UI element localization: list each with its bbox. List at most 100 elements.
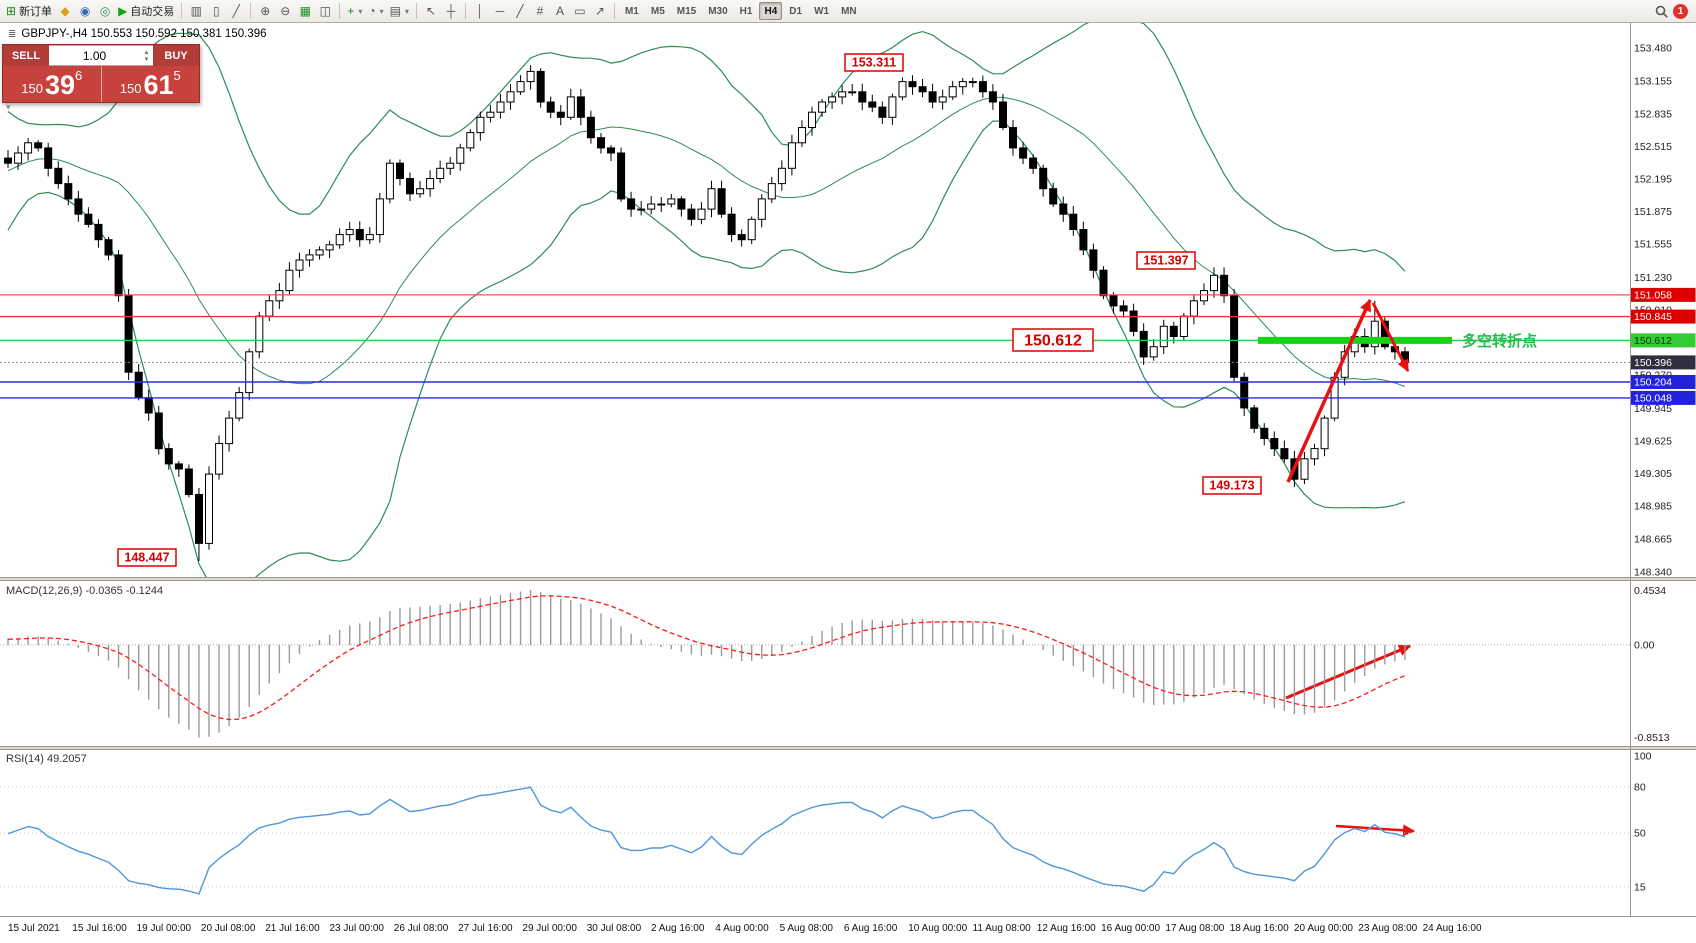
price-axis-tick: 151.230 <box>1634 272 1672 284</box>
horizontal-line-button[interactable]: ─ <box>490 2 510 21</box>
line-chart-mode-icon: ╱ <box>232 4 240 18</box>
rsi-axis-tick: 15 <box>1634 881 1646 893</box>
trend-arrow-3[interactable] <box>1285 644 1411 700</box>
chart-info-icon: ≣ <box>8 28 17 40</box>
rsi-line <box>7 786 1406 895</box>
timeframe-m1-button[interactable]: M1 <box>620 2 644 20</box>
bollinger-middle-band <box>7 96 1406 387</box>
candlestick-mode-button[interactable]: ▯ <box>206 2 226 21</box>
volume-input[interactable] <box>49 47 140 64</box>
trendline-icon: ╱ <box>516 4 524 18</box>
periods-icon: ◔ <box>368 4 376 18</box>
community-button[interactable]: ◉ <box>75 2 95 21</box>
panel-separator[interactable] <box>0 577 1696 581</box>
sell-price[interactable]: 150 39 6 <box>3 66 101 102</box>
bar-chart-mode-button[interactable]: ▥ <box>186 2 206 21</box>
volume-field[interactable]: ▴▾ <box>49 45 153 66</box>
panel-separator[interactable] <box>0 746 1696 750</box>
panel-collapse-icon[interactable]: ▾ <box>6 102 11 112</box>
chevron-down-icon: ▾ <box>358 6 363 16</box>
timeframe-mn-button[interactable]: MN <box>836 2 862 20</box>
cursor-button[interactable]: ↖ <box>421 2 441 21</box>
indicators-button[interactable]: + ▾ <box>344 2 365 21</box>
indicators-icon: + <box>347 4 355 18</box>
cursor-icon: ↖ <box>425 4 436 18</box>
arrange-windows-icon: ◫ <box>319 4 331 18</box>
chart-plot-area[interactable] <box>0 23 1630 577</box>
bollinger-upper-band <box>7 23 1406 272</box>
sell-button[interactable]: SELL <box>3 45 49 66</box>
volume-down-icon[interactable]: ▾ <box>144 55 149 63</box>
account-badge[interactable]: 1 <box>1673 3 1688 19</box>
time-axis-label: 15 Jul 2021 <box>8 923 60 934</box>
periods-button[interactable]: ◔ ▾ <box>365 2 386 21</box>
time-axis-label: 20 Aug 00:00 <box>1294 923 1353 934</box>
autotrade-button[interactable]: ▶ 自动交易 <box>115 2 177 21</box>
arrange-windows-button[interactable]: ◫ <box>315 2 335 21</box>
new-order-button-label: 新订单 <box>19 6 53 18</box>
rsi-axis-tick: 50 <box>1634 828 1646 840</box>
shapes-button[interactable]: ↗ <box>590 2 610 21</box>
crosshair-button[interactable]: ┼ <box>441 2 461 21</box>
zoom-out-button[interactable]: ⊖ <box>275 2 295 21</box>
time-axis-label: 5 Aug 08:00 <box>780 923 834 934</box>
timeframe-m5-button[interactable]: M5 <box>646 2 670 20</box>
timeframe-w1-button[interactable]: W1 <box>809 2 834 20</box>
buy-price[interactable]: 150 61 5 <box>102 66 200 102</box>
templates-button[interactable]: ▤ ▾ <box>387 2 412 21</box>
search-icon <box>1655 5 1668 18</box>
trend-arrow-4[interactable] <box>1335 824 1415 837</box>
time-axis-label: 4 Aug 00:00 <box>715 923 769 934</box>
new-order-icon: ⊞ <box>6 4 17 18</box>
price-annotation-text: 153.311 <box>852 56 897 70</box>
vertical-line-icon: │ <box>476 4 484 18</box>
macd-axis-zero: 0.00 <box>1634 639 1655 651</box>
price-annotation-box[interactable] <box>844 53 904 72</box>
bar-chart-mode-icon: ▥ <box>190 4 202 18</box>
symbol-ohlc-text: GBPJPY-,H4 150.553 150.592 150.381 150.3… <box>21 28 267 40</box>
sell-price-pips: 39 <box>44 70 75 100</box>
price-annotation-box[interactable] <box>1012 328 1094 352</box>
text-button[interactable]: A <box>550 2 570 21</box>
timeframe-h1-button[interactable]: H1 <box>735 2 758 20</box>
chart-ohlc-info: ≣ GBPJPY-,H4 150.553 150.592 150.381 150… <box>8 28 267 40</box>
price-tag <box>1630 390 1696 405</box>
label-icon: ▭ <box>574 4 586 18</box>
rsi-axis-tick: 100 <box>1634 751 1652 763</box>
rsi-axis-tick: 80 <box>1634 781 1646 793</box>
turning-point-note[interactable]: 多空转折点 <box>1462 332 1537 350</box>
zoom-in-button[interactable]: ⊕ <box>255 2 275 21</box>
price-tag-text: 150.396 <box>1634 357 1672 369</box>
fibonacci-icon: # <box>536 4 544 18</box>
buy-price-pips: 61 <box>143 70 174 100</box>
trend-arrow-2[interactable] <box>1371 302 1410 372</box>
tile-windows-button[interactable]: ▦ <box>295 2 315 21</box>
volume-up-icon[interactable]: ▴ <box>144 48 149 56</box>
macd-label: MACD(12,26,9) -0.0365 -0.1244 <box>6 585 164 597</box>
price-annotation-box[interactable] <box>1202 476 1262 495</box>
price-annotation-box[interactable] <box>117 548 177 567</box>
vertical-line-button[interactable]: │ <box>470 2 490 21</box>
fibonacci-button[interactable]: # <box>530 2 550 21</box>
time-axis-label: 21 Jul 16:00 <box>265 923 320 934</box>
price-tag-text: 150.204 <box>1634 377 1672 389</box>
price-annotation-text: 149.173 <box>1209 479 1254 493</box>
timeframe-h4-button[interactable]: H4 <box>759 2 783 20</box>
new-order-button[interactable]: ⊞ 新订单 <box>3 2 55 21</box>
signals-button[interactable]: ◆ <box>55 2 75 21</box>
timeframe-d1-button[interactable]: D1 <box>784 2 807 20</box>
trend-arrow-1[interactable] <box>1286 299 1372 483</box>
timeframe-m30-button[interactable]: M30 <box>703 2 732 20</box>
buy-button[interactable]: BUY <box>153 45 199 66</box>
timeframe-m15-button[interactable]: M15 <box>672 2 701 20</box>
label-button[interactable]: ▭ <box>570 2 590 21</box>
search-button[interactable] <box>1651 2 1671 21</box>
time-axis-label: 17 Aug 08:00 <box>1165 923 1224 934</box>
price-annotation-box[interactable] <box>1136 251 1196 270</box>
trendline-button[interactable]: ╱ <box>510 2 530 21</box>
market-button[interactable]: ◎ <box>95 2 115 21</box>
toolbar-separator <box>250 3 252 19</box>
line-chart-mode-button[interactable]: ╱ <box>226 2 246 21</box>
text-icon: A <box>555 4 564 18</box>
